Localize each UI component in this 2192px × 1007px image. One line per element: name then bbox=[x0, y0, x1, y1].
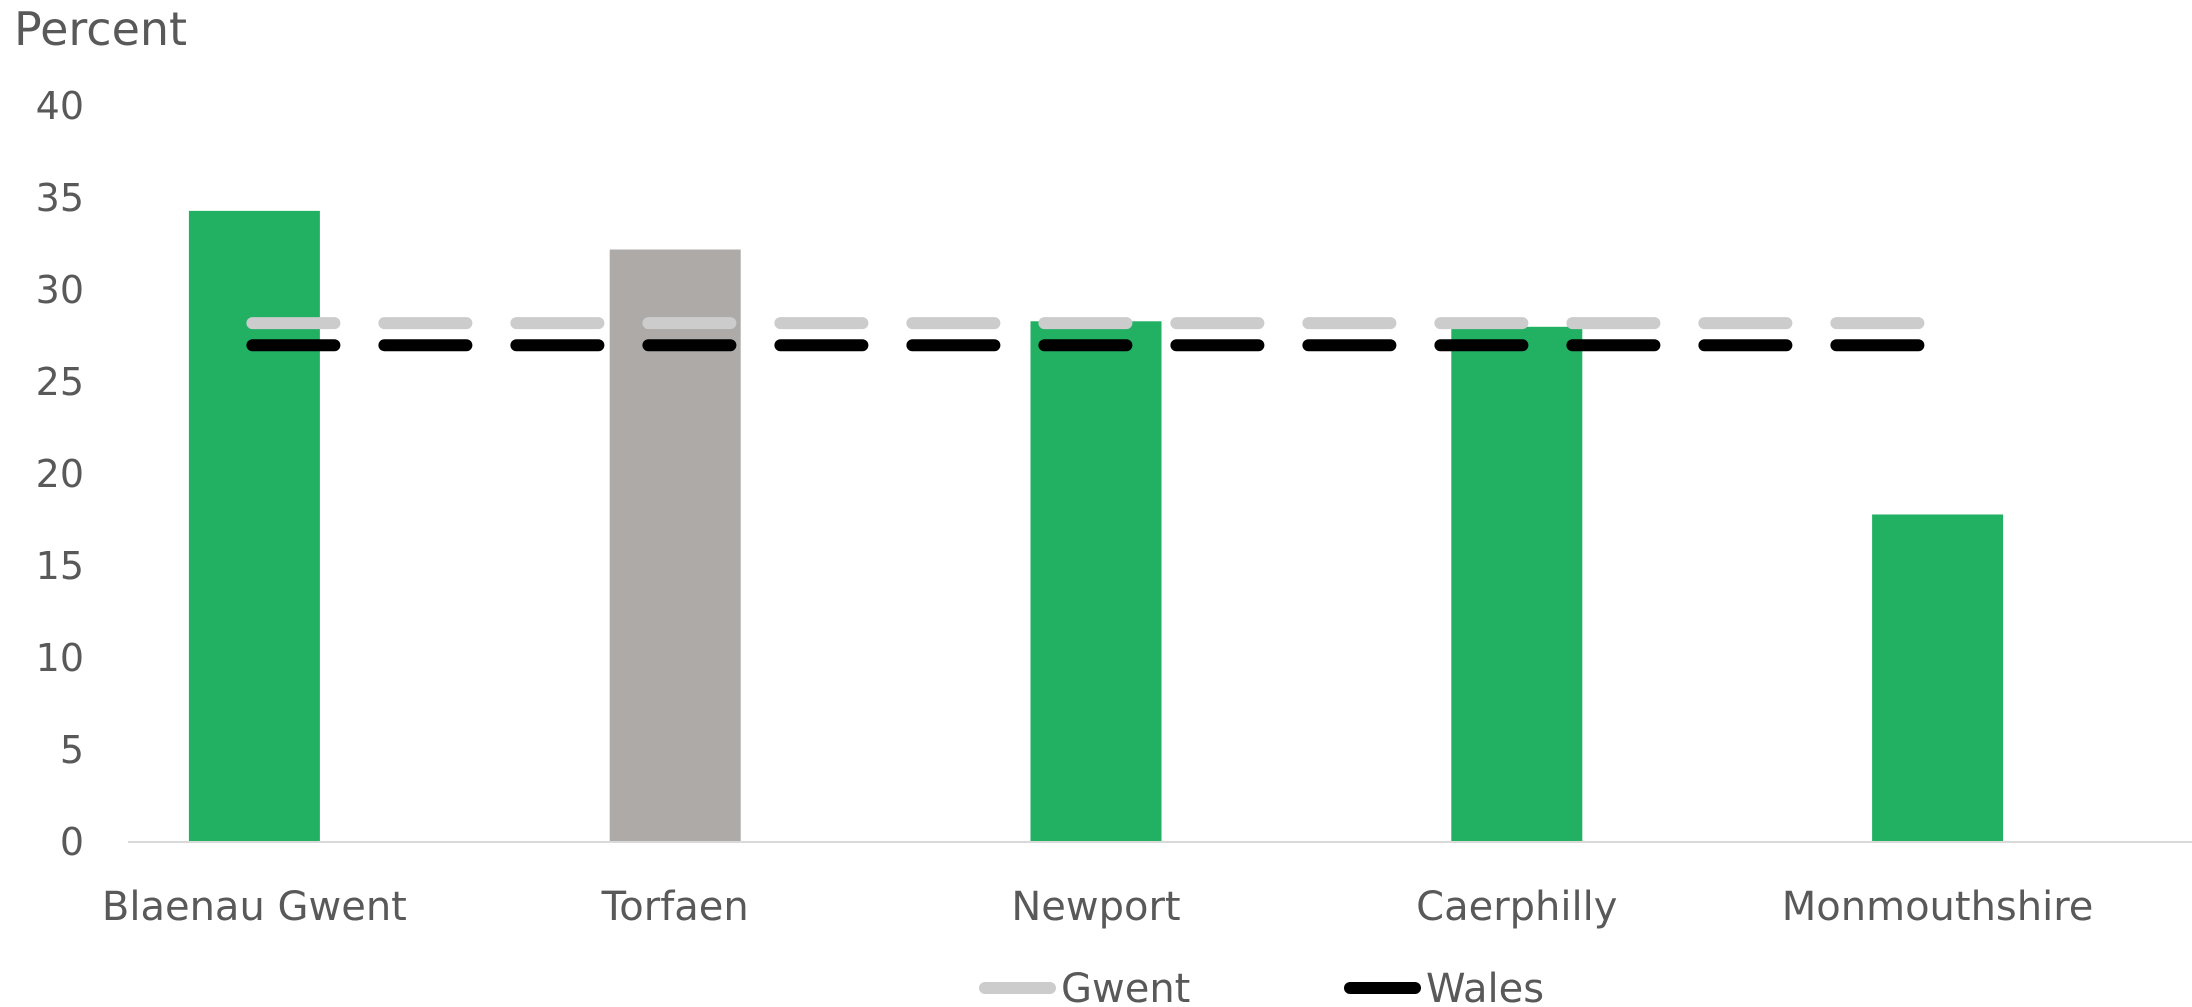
reference-lines bbox=[246, 317, 1950, 352]
x-tick-label: Blaenau Gwent bbox=[102, 884, 407, 930]
y-tick-label: 25 bbox=[36, 360, 84, 404]
bar-monmouthshire bbox=[1872, 514, 2004, 842]
legend-label-wales: Wales bbox=[1426, 966, 1544, 1007]
y-tick-label: 5 bbox=[60, 728, 84, 772]
y-tick-label: 15 bbox=[36, 544, 84, 588]
legend-label-gwent: Gwent bbox=[1061, 966, 1190, 1007]
bars bbox=[188, 210, 2004, 842]
x-tick-label: Monmouthshire bbox=[1782, 884, 2094, 930]
y-tick-label: 40 bbox=[36, 84, 84, 128]
y-axis-label: Percent bbox=[14, 2, 187, 56]
y-tick-label: 30 bbox=[36, 268, 84, 312]
y-tick-label: 0 bbox=[60, 820, 84, 864]
bar-torfaen bbox=[609, 249, 741, 842]
x-axis-labels: Blaenau Gwent Torfaen Newport Caerphilly Mon… bbox=[102, 884, 2094, 930]
y-tick-label: 20 bbox=[36, 452, 84, 496]
x-tick-label: Torfaen bbox=[601, 884, 749, 930]
bar-blaenau-gwent bbox=[188, 210, 320, 842]
y-axis-ticks: 0 5 10 15 20 25 30 35 40 bbox=[36, 84, 84, 864]
x-tick-label: Caerphilly bbox=[1416, 884, 1617, 930]
bar-caerphilly bbox=[1451, 326, 1583, 842]
y-tick-label: 10 bbox=[36, 636, 84, 680]
legend: Gwent Wales bbox=[979, 966, 1544, 1007]
x-tick-label: Newport bbox=[1011, 884, 1180, 930]
y-tick-label: 35 bbox=[36, 176, 84, 220]
bar-newport bbox=[1030, 321, 1162, 842]
